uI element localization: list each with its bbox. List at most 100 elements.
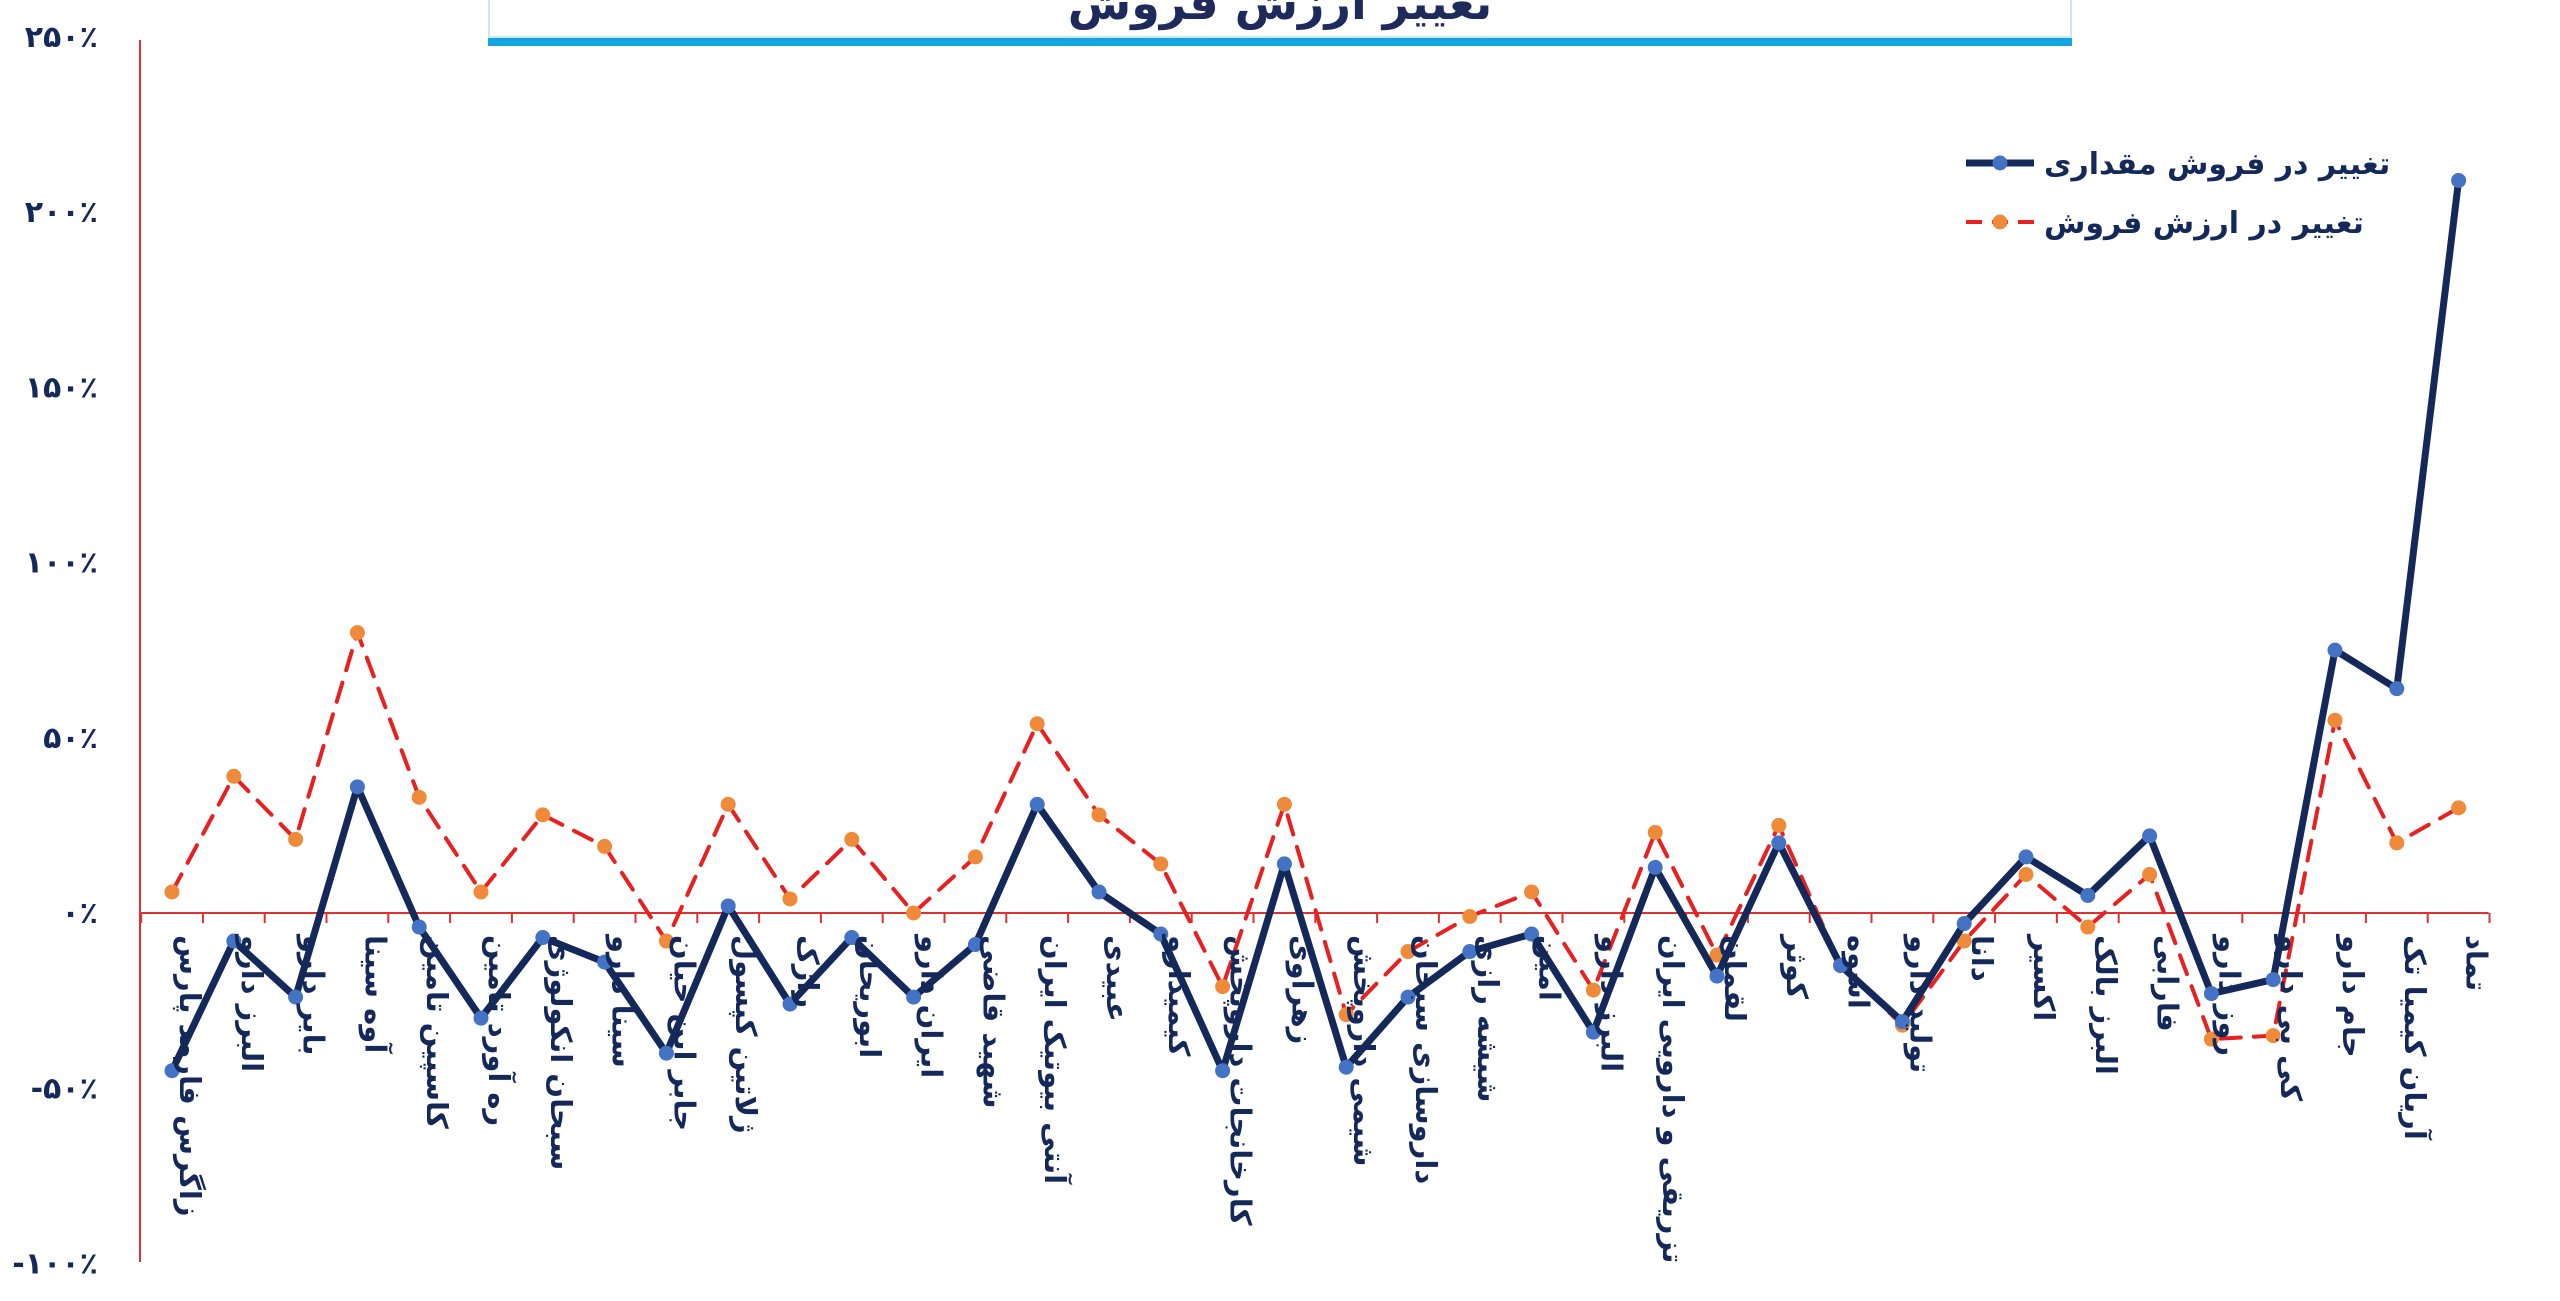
x-tick-label: لقمان bbox=[1718, 935, 1752, 1022]
data-point-quantity bbox=[2203, 986, 2219, 1002]
x-tick-label: جام دارو bbox=[2336, 933, 2370, 1058]
data-point-quantity bbox=[2327, 642, 2343, 658]
chart-title: تغییر ارزش فروش bbox=[1067, 0, 1493, 30]
data-point-quantity bbox=[1894, 1014, 1910, 1030]
data-point-quantity bbox=[1276, 856, 1292, 872]
x-tick-label: البرز دارو bbox=[1594, 933, 1628, 1072]
x-tick-label: ایران دارو bbox=[915, 933, 949, 1078]
x-tick-label: البرز بالک bbox=[2089, 935, 2123, 1075]
data-point-quantity bbox=[2018, 849, 2034, 865]
axes: ۲۵۰٪ ۲۰۰٪ ۱۵۰٪ ۱۰۰٪ ۵۰٪ ۰٪ -۵۰٪ -۱۰۰٪ bbox=[12, 20, 2491, 1282]
x-tick-label: کوثر bbox=[1780, 933, 1814, 999]
data-point-quantity bbox=[1462, 944, 1478, 960]
x-tick-labels: زاگرس فارمد پارس البرز دارو بایر دارو آوه س… bbox=[172, 933, 2494, 1263]
x-tick-label: آریان کیمیا تک bbox=[2398, 935, 2433, 1141]
x-tick-label: تزریقی و دارویی ایران bbox=[1656, 935, 1690, 1263]
x-tick-label: سبحان انکولوژی bbox=[544, 935, 578, 1170]
x-tick-label: جابر ابن حیان bbox=[667, 935, 701, 1131]
data-point-value bbox=[1709, 947, 1725, 963]
data-point-value bbox=[2265, 1028, 2281, 1044]
data-point-quantity bbox=[1153, 926, 1169, 942]
data-point-value bbox=[2389, 835, 2405, 851]
data-point-value bbox=[1338, 1007, 1354, 1023]
data-point-value bbox=[535, 807, 551, 823]
data-point-quantity bbox=[597, 954, 613, 970]
data-point-quantity bbox=[906, 989, 922, 1005]
data-point-quantity bbox=[473, 1010, 489, 1026]
x-tick-label: شهید قاضی bbox=[976, 935, 1010, 1109]
data-point-value bbox=[782, 891, 798, 907]
series-line-value bbox=[170, 630, 2461, 1042]
y-tick-label: -۵۰٪ bbox=[31, 1071, 98, 1106]
data-point-value bbox=[164, 884, 180, 900]
data-point-quantity bbox=[2451, 172, 2467, 188]
data-point-value bbox=[658, 933, 674, 949]
x-tick-label: روز دارو bbox=[2212, 933, 2246, 1056]
data-point-quantity bbox=[720, 898, 736, 914]
data-point-quantity bbox=[226, 933, 242, 949]
data-point-quantity bbox=[1585, 1024, 1601, 1040]
data-point-value bbox=[720, 796, 736, 812]
data-point-value bbox=[2203, 1031, 2219, 1047]
x-tick-label: رازک bbox=[791, 935, 825, 1008]
y-tick-label: ۱۵۰٪ bbox=[25, 370, 98, 405]
data-point-value bbox=[2327, 712, 2343, 728]
data-point-quantity bbox=[782, 996, 798, 1012]
data-point-quantity bbox=[1400, 989, 1416, 1005]
x-tick-label: تماد bbox=[2460, 935, 2494, 991]
data-point-value bbox=[288, 831, 304, 847]
data-point-quantity bbox=[1338, 1059, 1354, 1075]
x-tick-label: ره آورد تامین bbox=[482, 935, 517, 1126]
data-point-value bbox=[1091, 807, 1107, 823]
x-tick-label: شیمی داروپخش bbox=[1346, 935, 1381, 1167]
x-tick-label: زاگرس فارمد پارس bbox=[172, 935, 207, 1217]
data-point-quantity bbox=[2389, 681, 2405, 697]
data-point-quantity bbox=[1647, 859, 1663, 875]
data-point-quantity bbox=[1524, 926, 1540, 942]
chart-title-box: تغییر ارزش فروش bbox=[488, 0, 2072, 38]
x-tick-label: شیشه رازی bbox=[1471, 935, 1505, 1102]
data-point-value bbox=[967, 849, 983, 865]
data-point-value bbox=[1215, 979, 1231, 995]
data-point-quantity bbox=[658, 1045, 674, 1061]
y-tick-label: ۰٪ bbox=[61, 896, 98, 931]
data-point-quantity bbox=[1091, 884, 1107, 900]
x-tick-label: ژلاتین کپسول bbox=[728, 935, 763, 1134]
data-point-value bbox=[411, 789, 427, 805]
series-layer bbox=[164, 172, 2467, 1079]
x-tick-label: کارخانجات داروپخش bbox=[1223, 935, 1258, 1226]
y-tick-label: ۱۰۰٪ bbox=[25, 546, 98, 581]
data-point-value bbox=[1400, 944, 1416, 960]
data-point-value bbox=[1276, 796, 1292, 812]
x-tick-label: بایر دارو bbox=[297, 933, 331, 1055]
x-tick-label: سینا دارو bbox=[606, 933, 640, 1068]
x-tick-label: ابوریحان bbox=[853, 935, 887, 1058]
data-point-value bbox=[1585, 982, 1601, 998]
data-point-quantity bbox=[1833, 958, 1849, 974]
x-tick-label: دانا bbox=[1965, 935, 1999, 982]
y-tick-label: ۵۰٪ bbox=[43, 721, 98, 756]
data-point-value bbox=[2018, 866, 2034, 882]
x-tick-label: عبیدی bbox=[1100, 935, 1134, 1022]
data-point-quantity bbox=[535, 930, 551, 946]
data-point-quantity bbox=[844, 930, 860, 946]
legend-marker-value bbox=[1992, 214, 2008, 230]
x-tick-label: اکسیر bbox=[2027, 933, 2061, 1021]
data-point-quantity bbox=[2265, 972, 2281, 988]
data-point-quantity bbox=[1771, 835, 1787, 851]
x-tick-label: تولید دارو bbox=[1903, 933, 1937, 1073]
data-point-value bbox=[226, 768, 242, 784]
legend: تغییر در فروش مقداری تغییر در ارزش فروش bbox=[1966, 147, 2390, 241]
data-point-value bbox=[1462, 909, 1478, 925]
x-tick-label: کی بی دارو bbox=[2274, 933, 2308, 1101]
data-point-value bbox=[906, 905, 922, 921]
series-line-quantity bbox=[168, 176, 2463, 1075]
data-point-quantity bbox=[2080, 887, 2096, 903]
data-point-quantity bbox=[1215, 1063, 1231, 1079]
data-point-quantity bbox=[411, 919, 427, 935]
legend-marker-quantity bbox=[1992, 155, 2008, 171]
x-tick-label: آوه سینا bbox=[358, 935, 393, 1054]
data-point-quantity bbox=[1029, 796, 1045, 812]
